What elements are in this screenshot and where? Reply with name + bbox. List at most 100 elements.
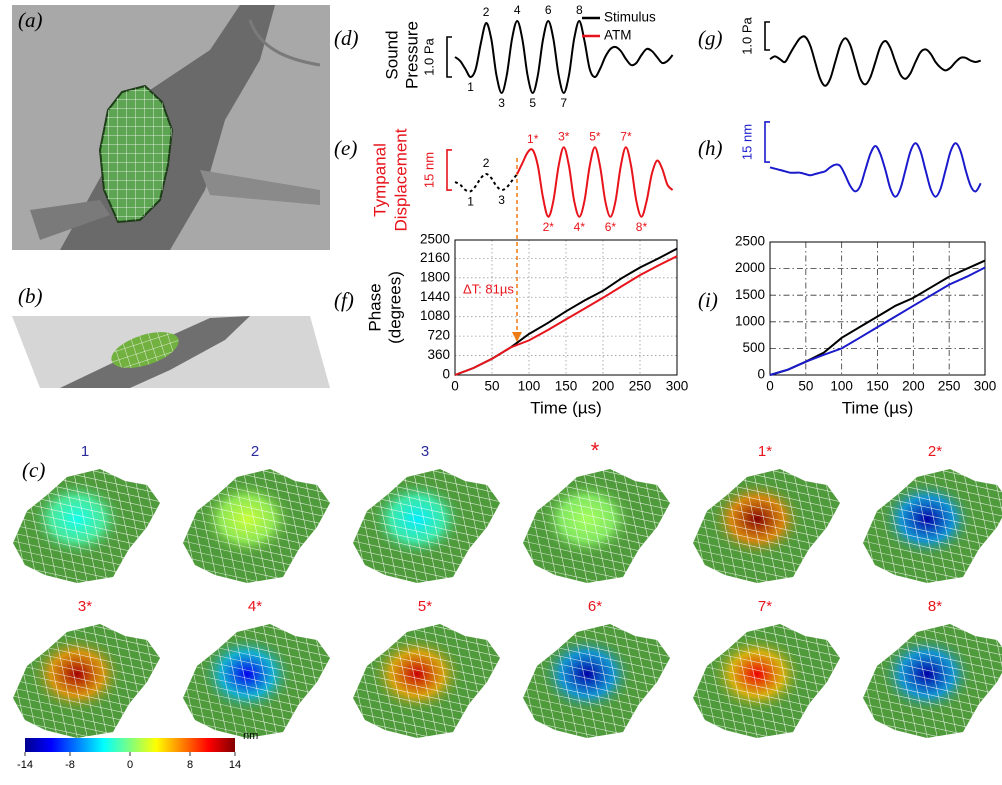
series-line xyxy=(769,142,982,198)
legend-label: Stimulus xyxy=(604,10,656,25)
surface-grid xyxy=(919,624,951,738)
surface-grid xyxy=(863,624,1002,637)
plot-frame xyxy=(769,241,986,376)
surface-grid xyxy=(863,552,1002,583)
colorbar-tick-label: -8 xyxy=(65,759,75,771)
y-tick-label: 1080 xyxy=(420,308,450,323)
y-tick-label: 0 xyxy=(442,367,450,382)
surface-grid xyxy=(589,624,621,738)
y-tick-label: 1500 xyxy=(735,287,765,302)
colorbar-label: nm xyxy=(243,730,258,742)
y-tick-label: 2160 xyxy=(420,250,450,265)
surface-peak xyxy=(29,479,125,559)
surface-grid xyxy=(659,469,670,583)
surface-peak xyxy=(369,634,465,714)
scale-bar xyxy=(764,21,770,51)
panel-label: (i) xyxy=(698,288,718,312)
x-tick-label: 50 xyxy=(798,379,813,394)
series-line xyxy=(769,259,986,376)
surface-peak xyxy=(539,634,635,714)
surface-peak xyxy=(539,479,635,559)
point-label: 2* xyxy=(543,220,555,234)
series-line xyxy=(769,35,981,87)
surface-grid xyxy=(239,624,271,738)
y-axis-label: Phase xyxy=(365,283,384,331)
x-tick-label: 250 xyxy=(629,379,652,394)
surface-grid xyxy=(523,624,531,738)
colorbar-tick-label: 0 xyxy=(127,759,133,771)
y-tick-label: 2000 xyxy=(735,260,765,275)
surface-peak xyxy=(879,479,975,559)
x-tick-label: 150 xyxy=(555,379,578,394)
x-tick-label: 0 xyxy=(766,379,774,394)
panel-label: (g) xyxy=(698,26,723,50)
x-tick-label: 100 xyxy=(518,379,541,394)
point-label: 1* xyxy=(527,132,539,146)
surface-grid xyxy=(183,552,330,583)
surface-peak xyxy=(199,479,295,559)
surface-title: 5* xyxy=(418,598,432,615)
x-tick-label: 300 xyxy=(974,379,997,394)
y-tick-label: 720 xyxy=(427,328,450,343)
surface-content xyxy=(353,624,500,738)
surface-content xyxy=(523,624,670,738)
y-axis-label: Sound xyxy=(382,30,401,79)
surface-content xyxy=(353,469,500,583)
panel-label: (d) xyxy=(334,26,359,50)
series-line xyxy=(516,146,674,218)
surface-content xyxy=(183,469,330,583)
surface-grid xyxy=(13,469,21,583)
series-line xyxy=(454,255,678,376)
colorbar-tick-label: 14 xyxy=(229,759,241,771)
surface-grid xyxy=(759,469,791,583)
surface-grid xyxy=(589,469,621,583)
scale-bar xyxy=(446,36,452,78)
point-label: 6* xyxy=(605,220,617,234)
x-axis-label: Time (µs) xyxy=(530,398,602,417)
surface-grid xyxy=(183,707,330,738)
surface-grid xyxy=(353,624,361,738)
surface-grid xyxy=(863,707,1002,738)
scale-bar-label: 1.0 Pa xyxy=(739,16,754,54)
panel-label: (h) xyxy=(698,136,723,160)
surface-grid xyxy=(353,552,500,583)
surface-grid xyxy=(829,624,840,738)
surface-grid xyxy=(749,624,781,738)
surface-grid xyxy=(249,624,281,738)
surface-peak xyxy=(709,634,805,714)
onset-arrow xyxy=(512,158,522,342)
surface-title: 1 xyxy=(81,443,89,460)
surface-title: 1* xyxy=(758,443,772,460)
y-tick-label: 1440 xyxy=(420,289,450,304)
surface-peak xyxy=(879,634,975,714)
plot-frame xyxy=(454,239,678,376)
colorbar-tick-label: 8 xyxy=(187,759,193,771)
y-tick-label: 500 xyxy=(742,340,765,355)
surface-grid xyxy=(929,469,961,583)
surface-grid xyxy=(523,469,531,583)
surface-grid xyxy=(183,624,191,738)
surface-peak xyxy=(29,634,125,714)
surface-peak xyxy=(199,634,295,714)
surface-grid xyxy=(523,552,670,583)
y-tick-label: 2500 xyxy=(420,232,450,247)
colorbar xyxy=(25,738,235,752)
point-label: 3* xyxy=(558,129,570,143)
point-label: 6 xyxy=(545,3,552,17)
y-tick-label: 1000 xyxy=(735,313,765,328)
point-label: 8* xyxy=(636,220,648,234)
surface-grid xyxy=(579,469,611,583)
surface-grid xyxy=(489,469,500,583)
panel-label: (b) xyxy=(18,284,43,308)
x-tick-label: 250 xyxy=(938,379,961,394)
x-tick-label: 100 xyxy=(830,379,853,394)
surface-title: 2 xyxy=(251,443,259,460)
surface-grid xyxy=(929,624,961,738)
surface-title: * xyxy=(591,438,600,463)
panel-label: (e) xyxy=(334,136,357,160)
x-tick-label: 200 xyxy=(592,379,615,394)
surface-grid xyxy=(863,469,1002,482)
surface-content xyxy=(693,624,840,738)
scale-bar xyxy=(764,121,770,163)
surface-grid xyxy=(409,469,441,583)
